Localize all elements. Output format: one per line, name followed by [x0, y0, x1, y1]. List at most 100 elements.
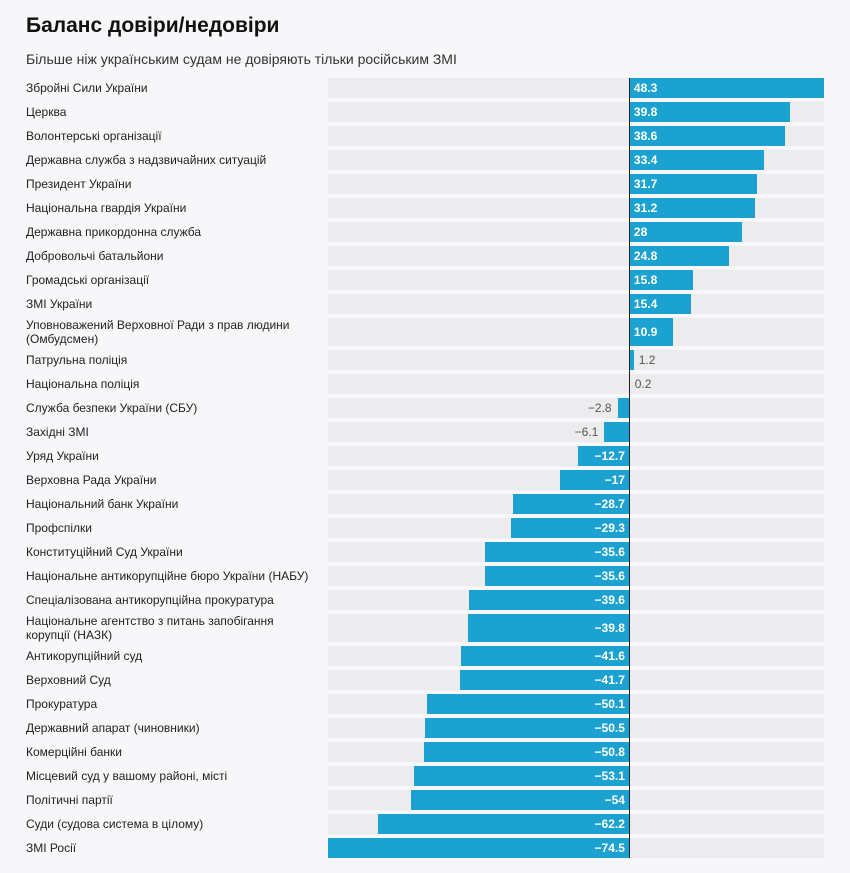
bar-row: Профспілки −29.3 — [0, 518, 850, 538]
value-label: −35.6 — [594, 569, 625, 583]
category-label: Президент України — [26, 177, 132, 191]
bar-row: Національне антикорупційне бюро України … — [0, 566, 850, 586]
bar-row: Національний банк України −28.7 — [0, 494, 850, 514]
category-label: Політичні партії — [26, 793, 113, 807]
bar — [560, 470, 629, 490]
category-label: Національний банк України — [26, 497, 179, 511]
bar-track — [328, 246, 824, 266]
bar — [377, 814, 629, 834]
category-label: ЗМІ Росії — [26, 841, 77, 855]
category-label: Збройні Сили України — [26, 81, 148, 95]
category-label: Верховна Рада України — [26, 473, 157, 487]
category-label: Державна служба з надзвичайних ситуацій — [26, 153, 267, 167]
category-label: Уряд України — [26, 449, 99, 463]
value-label: −2.8 — [587, 401, 612, 415]
bar-row: Волонтерські організації 38.6 — [0, 126, 850, 146]
bar — [460, 670, 629, 690]
bar-track — [328, 422, 824, 442]
bar-track — [328, 222, 824, 242]
bar — [628, 270, 693, 290]
value-label: 15.4 — [633, 297, 658, 311]
bar-row: Церква 39.8 — [0, 102, 850, 122]
category-label: Патрульна поліція — [26, 353, 128, 367]
value-label: −39.6 — [594, 593, 625, 607]
value-label: −6.1 — [574, 425, 599, 439]
bar-track — [328, 294, 824, 314]
category-label: Волонтерські організації — [26, 129, 162, 143]
bar-row: Верховна Рада України −17 — [0, 470, 850, 490]
bar-row: Державна прикордонна служба 28 — [0, 222, 850, 242]
value-label: −74.5 — [594, 841, 625, 855]
value-label: 33.4 — [633, 153, 658, 167]
value-label: 0.2 — [634, 377, 652, 391]
bar — [426, 694, 629, 714]
bar-row: Збройні Сили України 48.3 — [0, 78, 850, 98]
bar-track — [328, 446, 824, 466]
value-label: 1.2 — [638, 353, 656, 367]
category-label: Національна поліція — [26, 377, 140, 391]
bar-track — [328, 398, 824, 418]
category-label: Церква — [26, 105, 67, 119]
bar — [577, 446, 629, 466]
chart-subtitle: Більше ніж українським судам не довіряют… — [26, 51, 457, 67]
value-label: 31.2 — [633, 201, 658, 215]
bar-row: Суди (судова система в цілому) −62.2 — [0, 814, 850, 834]
bar-row: Уряд України −12.7 — [0, 446, 850, 466]
value-label: −39.8 — [594, 621, 625, 635]
bar-row: Національна гвардія України 31.2 — [0, 198, 850, 218]
category-label: Конституційний Суд України — [26, 545, 183, 559]
value-label: −29.3 — [594, 521, 625, 535]
bar-row: Верховний Суд −41.7 — [0, 670, 850, 690]
value-label: 39.8 — [633, 105, 658, 119]
bar — [468, 590, 629, 610]
value-label: −50.8 — [594, 745, 625, 759]
bar-row: Спеціалізована антикорупційна прокуратур… — [0, 590, 850, 610]
bar-row: Політичні партії −54 — [0, 790, 850, 810]
bar-row: Конституційний Суд України −35.6 — [0, 542, 850, 562]
value-label: 10.9 — [633, 325, 658, 339]
category-label: Профспілки — [26, 521, 92, 535]
bar — [423, 742, 629, 762]
category-label: Державний апарат (чиновники) — [26, 721, 200, 735]
bar — [628, 126, 785, 146]
value-label: −41.6 — [594, 649, 625, 663]
bar — [328, 838, 629, 858]
category-label: Національне антикорупційне бюро України … — [26, 569, 309, 583]
bar-track — [328, 374, 824, 394]
category-label: Прокуратура — [26, 697, 98, 711]
bar — [628, 174, 757, 194]
bar-row: Уповноважений Верховної Ради з прав люди… — [0, 318, 850, 346]
bar — [628, 350, 634, 370]
value-label: −53.1 — [594, 769, 625, 783]
bar — [414, 766, 629, 786]
category-label: Служба безпеки України (СБУ) — [26, 401, 198, 415]
bar-row: Служба безпеки України (СБУ) −2.8 — [0, 398, 850, 418]
category-label: Національне агентство з питань запобіган… — [26, 614, 274, 642]
bar — [604, 422, 629, 442]
bar-row: Громадські організації 15.8 — [0, 270, 850, 290]
bar-row: Президент України 31.7 — [0, 174, 850, 194]
bar-row: Західні ЗМІ −6.1 — [0, 422, 850, 442]
value-label: −28.7 — [594, 497, 625, 511]
category-label: Національна гвардія України — [26, 201, 187, 215]
category-label: Комерційні банки — [26, 745, 122, 759]
bar-track — [328, 350, 824, 370]
value-label: −62.2 — [594, 817, 625, 831]
bar — [485, 542, 629, 562]
bar — [628, 318, 673, 346]
category-label: Громадські організації — [26, 273, 150, 287]
bar — [424, 718, 629, 738]
bar — [628, 78, 824, 98]
bar — [512, 494, 629, 514]
bar — [628, 102, 790, 122]
category-label: Місцевий суд у вашому районі, місті — [26, 769, 228, 783]
bar-track — [328, 318, 824, 346]
bar — [468, 614, 629, 642]
bar — [510, 518, 629, 538]
bar — [628, 150, 764, 170]
value-label: 48.3 — [633, 81, 658, 95]
category-label: Уповноважений Верховної Ради з прав люди… — [26, 318, 290, 346]
value-label: 31.7 — [633, 177, 658, 191]
value-label: −12.7 — [594, 449, 625, 463]
